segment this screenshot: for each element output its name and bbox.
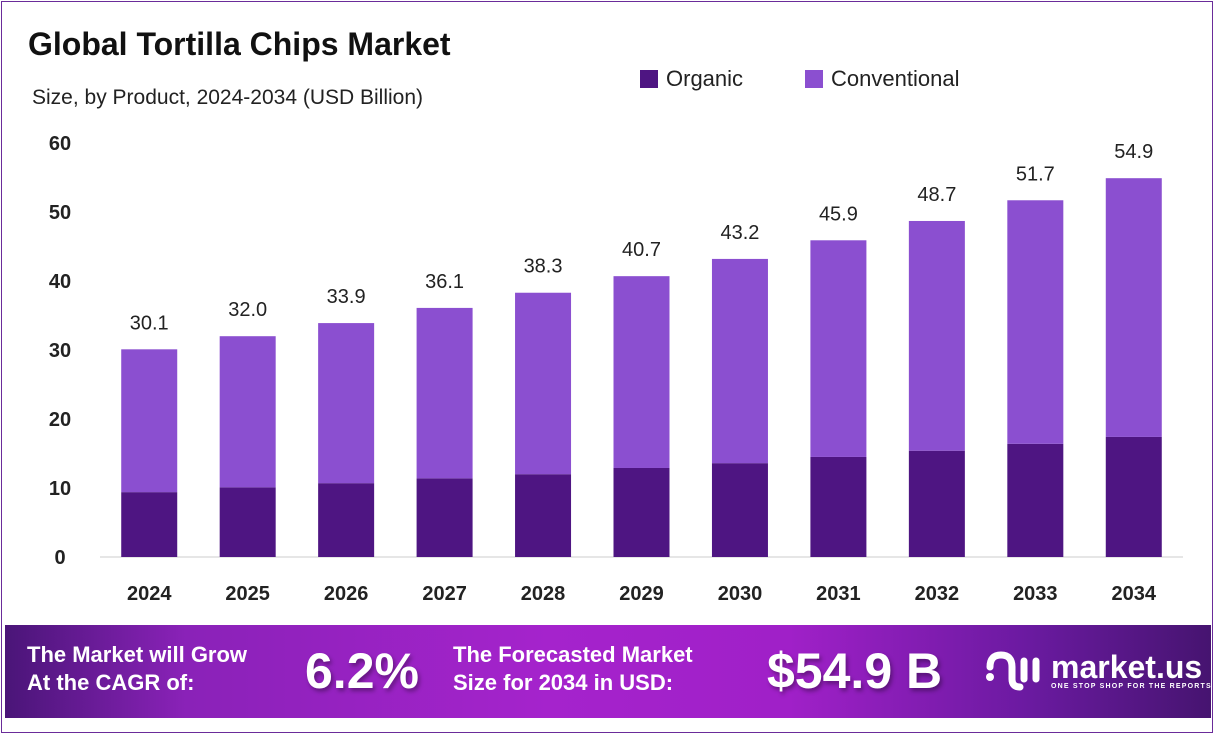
x-tick-label: 2024 [127,583,172,605]
bar-conventional-2024 [121,349,178,493]
bar-conventional-2025 [219,336,276,488]
total-label-2028: 38.3 [524,256,563,278]
total-label-2026: 33.9 [327,286,366,308]
legend-swatch-organic [640,70,658,88]
total-label-2031: 45.9 [819,203,858,225]
bar-organic-2026 [318,483,375,557]
bar-conventional-2026 [318,323,375,484]
total-label-2027: 36.1 [425,271,464,293]
y-tick-label: 10 [49,478,71,500]
bar-organic-2034 [1105,436,1162,557]
legend-label-conventional: Conventional [831,66,960,91]
forecast-label-line1: The Forecasted Market [453,642,693,667]
legend-label-organic: Organic [666,66,744,91]
cagr-value: 6.2% [305,643,419,699]
logo-icon [986,651,1040,691]
total-label-2024: 30.1 [130,312,169,334]
market-us-logo: market.us ONE STOP SHOP FOR THE REPORTS [985,647,1212,693]
bar-conventional-2032 [908,220,965,451]
chart-title: Global Tortilla Chips Market [28,26,451,62]
total-label-2029: 40.7 [622,239,661,261]
bar-organic-2027 [416,478,473,557]
x-tick-label: 2031 [816,583,861,605]
bar-organic-2025 [219,487,276,557]
forecast-label: The Forecasted Market Size for 2034 in U… [453,641,693,697]
bar-organic-2029 [613,467,670,557]
forecast-label-line2: Size for 2034 in USD: [453,670,674,695]
bar-organic-2033 [1007,443,1064,557]
total-label-2025: 32.0 [228,299,267,321]
cagr-label-line1: The Market will Grow [27,642,248,667]
total-label-2032: 48.7 [917,184,956,206]
legend-item-conventional: Conventional [805,66,959,92]
bar-organic-2031 [810,456,867,557]
legend: Organic Conventional [640,66,959,92]
cagr-label: The Market will Grow At the CAGR of: [27,641,247,697]
cagr-label-line2: At the CAGR of: [27,670,195,695]
forecast-value: $54.9 B [767,643,943,699]
total-label-2030: 43.2 [720,222,759,244]
bar-conventional-2027 [416,307,473,479]
bar-organic-2032 [908,450,965,557]
legend-swatch-conventional [805,70,824,88]
x-tick-label: 2030 [718,583,763,605]
logo-tagline: ONE STOP SHOP FOR THE REPORTS [1051,682,1212,690]
x-tick-label: 2026 [324,583,369,605]
bar-conventional-2033 [1007,200,1064,444]
bar-organic-2024 [121,492,178,557]
summary-banner: The Market will Grow At the CAGR of: 6.2… [5,625,1211,718]
y-tick-label: 50 [49,202,71,224]
bar-conventional-2031 [810,240,867,457]
y-tick-label: 40 [49,271,71,293]
total-label-2034: 54.9 [1114,141,1153,163]
bar-conventional-2034 [1105,178,1162,437]
y-tick-label: 0 [54,547,65,569]
y-tick-label: 60 [49,133,71,155]
logo-name: market.us [1051,648,1203,685]
x-tick-label: 2032 [915,583,960,605]
x-tick-label: 2033 [1013,583,1058,605]
x-tick-label: 2029 [619,583,664,605]
bar-conventional-2028 [515,292,572,475]
total-label-2033: 51.7 [1016,163,1055,185]
chart-subtitle: Size, by Product, 2024-2034 (USD Billion… [32,86,424,109]
x-tick-label: 2028 [521,583,566,605]
bar-conventional-2030 [711,258,768,464]
legend-item-organic: Organic [640,66,743,92]
x-tick-label: 2034 [1112,583,1157,605]
bar-organic-2028 [515,474,572,557]
x-tick-label: 2027 [422,583,467,605]
y-tick-label: 30 [49,340,71,362]
x-tick-label: 2025 [225,583,270,605]
chart-plot: 010203040506030.1202432.0202533.9202636.… [49,133,1183,605]
bar-conventional-2029 [613,276,670,468]
y-tick-label: 20 [49,409,71,431]
bar-organic-2030 [711,463,768,557]
